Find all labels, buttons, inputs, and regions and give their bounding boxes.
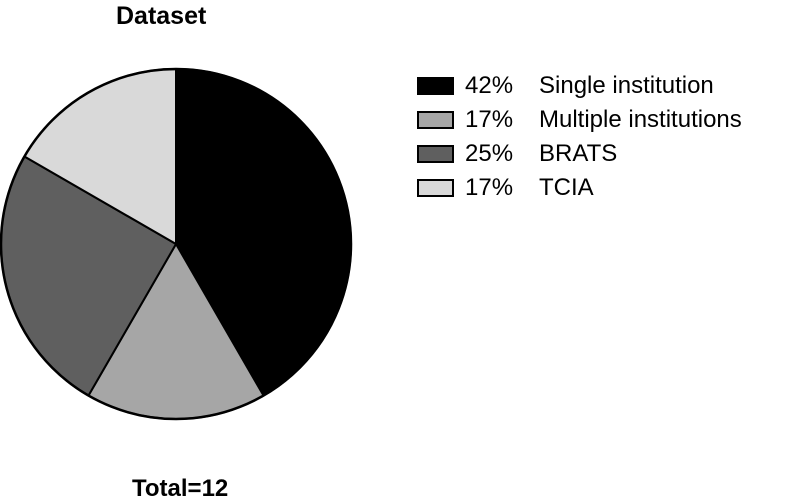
pie-outline (0, 67, 353, 421)
legend-swatch-multiple-institutions (417, 111, 454, 129)
legend-percent: 17% (465, 174, 514, 201)
legend-label: Single institution (539, 72, 714, 99)
legend-swatch-brats (417, 145, 454, 163)
legend-label: Multiple institutions (539, 106, 742, 133)
legend-swatch-single-institution (417, 77, 454, 95)
total-label: Total=12 (132, 475, 229, 502)
legend: 42% Single institution 17% Multiple inst… (417, 69, 742, 205)
legend-label: TCIA (539, 174, 594, 201)
legend-percent: 42% (465, 72, 514, 99)
legend-swatch-tcia (417, 179, 454, 197)
pie-slices (0, 67, 353, 421)
legend-item-brats: 25% BRATS (417, 137, 742, 171)
legend-item-single-institution: 42% Single institution (417, 69, 742, 103)
legend-item-multiple-institutions: 17% Multiple institutions (417, 103, 742, 137)
chart-title: Dataset (116, 2, 207, 30)
legend-item-tcia: 17% TCIA (417, 171, 742, 205)
legend-percent: 25% (465, 140, 514, 167)
legend-percent: 17% (465, 106, 514, 133)
legend-label: BRATS (539, 140, 618, 167)
